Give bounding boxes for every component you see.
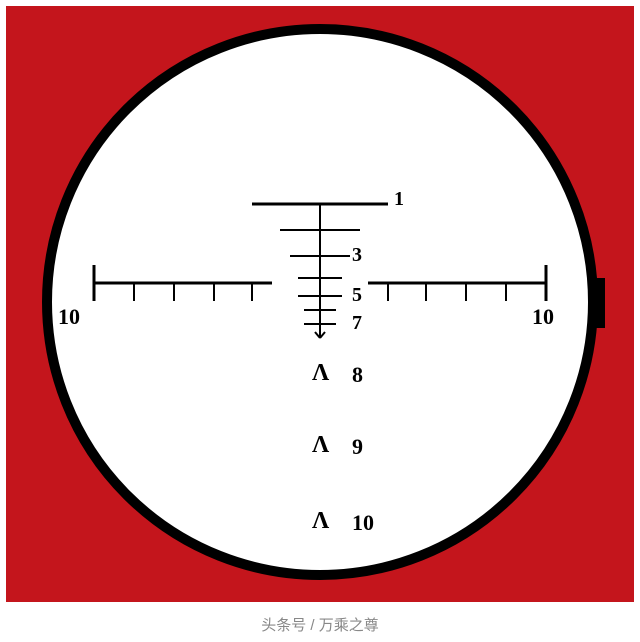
attribution-caption: 头条号 / 万乘之尊 bbox=[0, 614, 640, 635]
chevron-mark: Λ bbox=[312, 360, 329, 387]
range-label-9: 9 bbox=[352, 434, 363, 460]
chevron-mark: Λ bbox=[312, 432, 329, 459]
scale-end-right: 10 bbox=[532, 304, 554, 330]
range-label-10: 10 bbox=[352, 510, 374, 536]
range-label-5: 5 bbox=[352, 284, 362, 307]
range-label-1: 1 bbox=[394, 188, 404, 211]
range-label-3: 3 bbox=[352, 244, 362, 267]
chevron-mark: Λ bbox=[312, 508, 329, 535]
scale-end-left: 10 bbox=[58, 304, 80, 330]
range-label-8: 8 bbox=[352, 362, 363, 388]
range-label-7: 7 bbox=[352, 312, 362, 335]
